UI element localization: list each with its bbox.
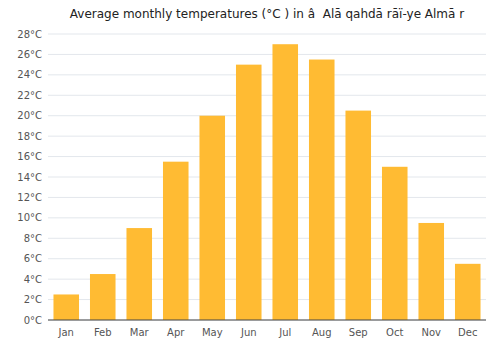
y-tick-label: 2°C bbox=[24, 294, 42, 305]
grid-line bbox=[48, 136, 486, 137]
x-tick-label: Dec bbox=[458, 327, 477, 338]
y-tick-label: 10°C bbox=[17, 212, 42, 223]
x-tick-label: Aug bbox=[312, 327, 332, 338]
x-tick-label: May bbox=[202, 327, 223, 338]
y-tick-label: 20°C bbox=[17, 110, 42, 121]
x-tick-label: Jan bbox=[58, 327, 74, 338]
y-tick-label: 8°C bbox=[24, 233, 42, 244]
bar bbox=[199, 116, 225, 320]
bar bbox=[345, 111, 371, 320]
x-tick-label: Jul bbox=[278, 327, 291, 338]
y-tick-label: 6°C bbox=[24, 253, 42, 264]
y-tick-label: 12°C bbox=[17, 192, 42, 203]
grid bbox=[48, 34, 486, 320]
chart-title: Average monthly temperatures (°C ) in â … bbox=[70, 7, 464, 21]
x-tick-label: Nov bbox=[421, 327, 441, 338]
x-tick-label: Oct bbox=[386, 327, 403, 338]
grid-line bbox=[48, 34, 486, 35]
y-tick-label: 14°C bbox=[17, 172, 42, 183]
bar bbox=[126, 228, 152, 320]
bar bbox=[163, 162, 189, 320]
chart-container: Average monthly temperatures (°C ) in â … bbox=[0, 0, 500, 350]
x-axis-line bbox=[48, 320, 486, 321]
y-tick-label: 4°C bbox=[24, 274, 42, 285]
grid-line bbox=[48, 217, 486, 218]
bar bbox=[309, 60, 335, 320]
y-tick-label: 24°C bbox=[17, 69, 42, 80]
y-tick-label: 18°C bbox=[17, 131, 42, 142]
grid-line bbox=[48, 54, 486, 55]
x-tick-label: Sep bbox=[349, 327, 368, 338]
chart-svg: Average monthly temperatures (°C ) in â … bbox=[0, 0, 500, 350]
bar bbox=[53, 294, 79, 320]
y-tick-label: 28°C bbox=[17, 29, 42, 40]
y-tick-label: 22°C bbox=[17, 90, 42, 101]
x-tick-label: Jun bbox=[240, 327, 257, 338]
y-tick-label: 16°C bbox=[17, 151, 42, 162]
grid-line bbox=[48, 74, 486, 75]
grid-line bbox=[48, 115, 486, 116]
grid-line bbox=[48, 177, 486, 178]
bar bbox=[382, 167, 408, 320]
y-tick-label: 26°C bbox=[17, 49, 42, 60]
x-tick-label: Mar bbox=[130, 327, 150, 338]
y-tick-label: 0°C bbox=[24, 315, 42, 326]
x-tick-label: Feb bbox=[94, 327, 112, 338]
bar bbox=[272, 44, 298, 320]
bar bbox=[236, 65, 262, 320]
x-tick-label: Apr bbox=[167, 327, 185, 338]
grid-line bbox=[48, 197, 486, 198]
bar bbox=[455, 264, 481, 320]
grid-line bbox=[48, 95, 486, 96]
grid-line bbox=[48, 320, 486, 321]
bar bbox=[90, 274, 116, 320]
bar bbox=[418, 223, 444, 320]
grid-line bbox=[48, 156, 486, 157]
bars bbox=[53, 44, 480, 320]
